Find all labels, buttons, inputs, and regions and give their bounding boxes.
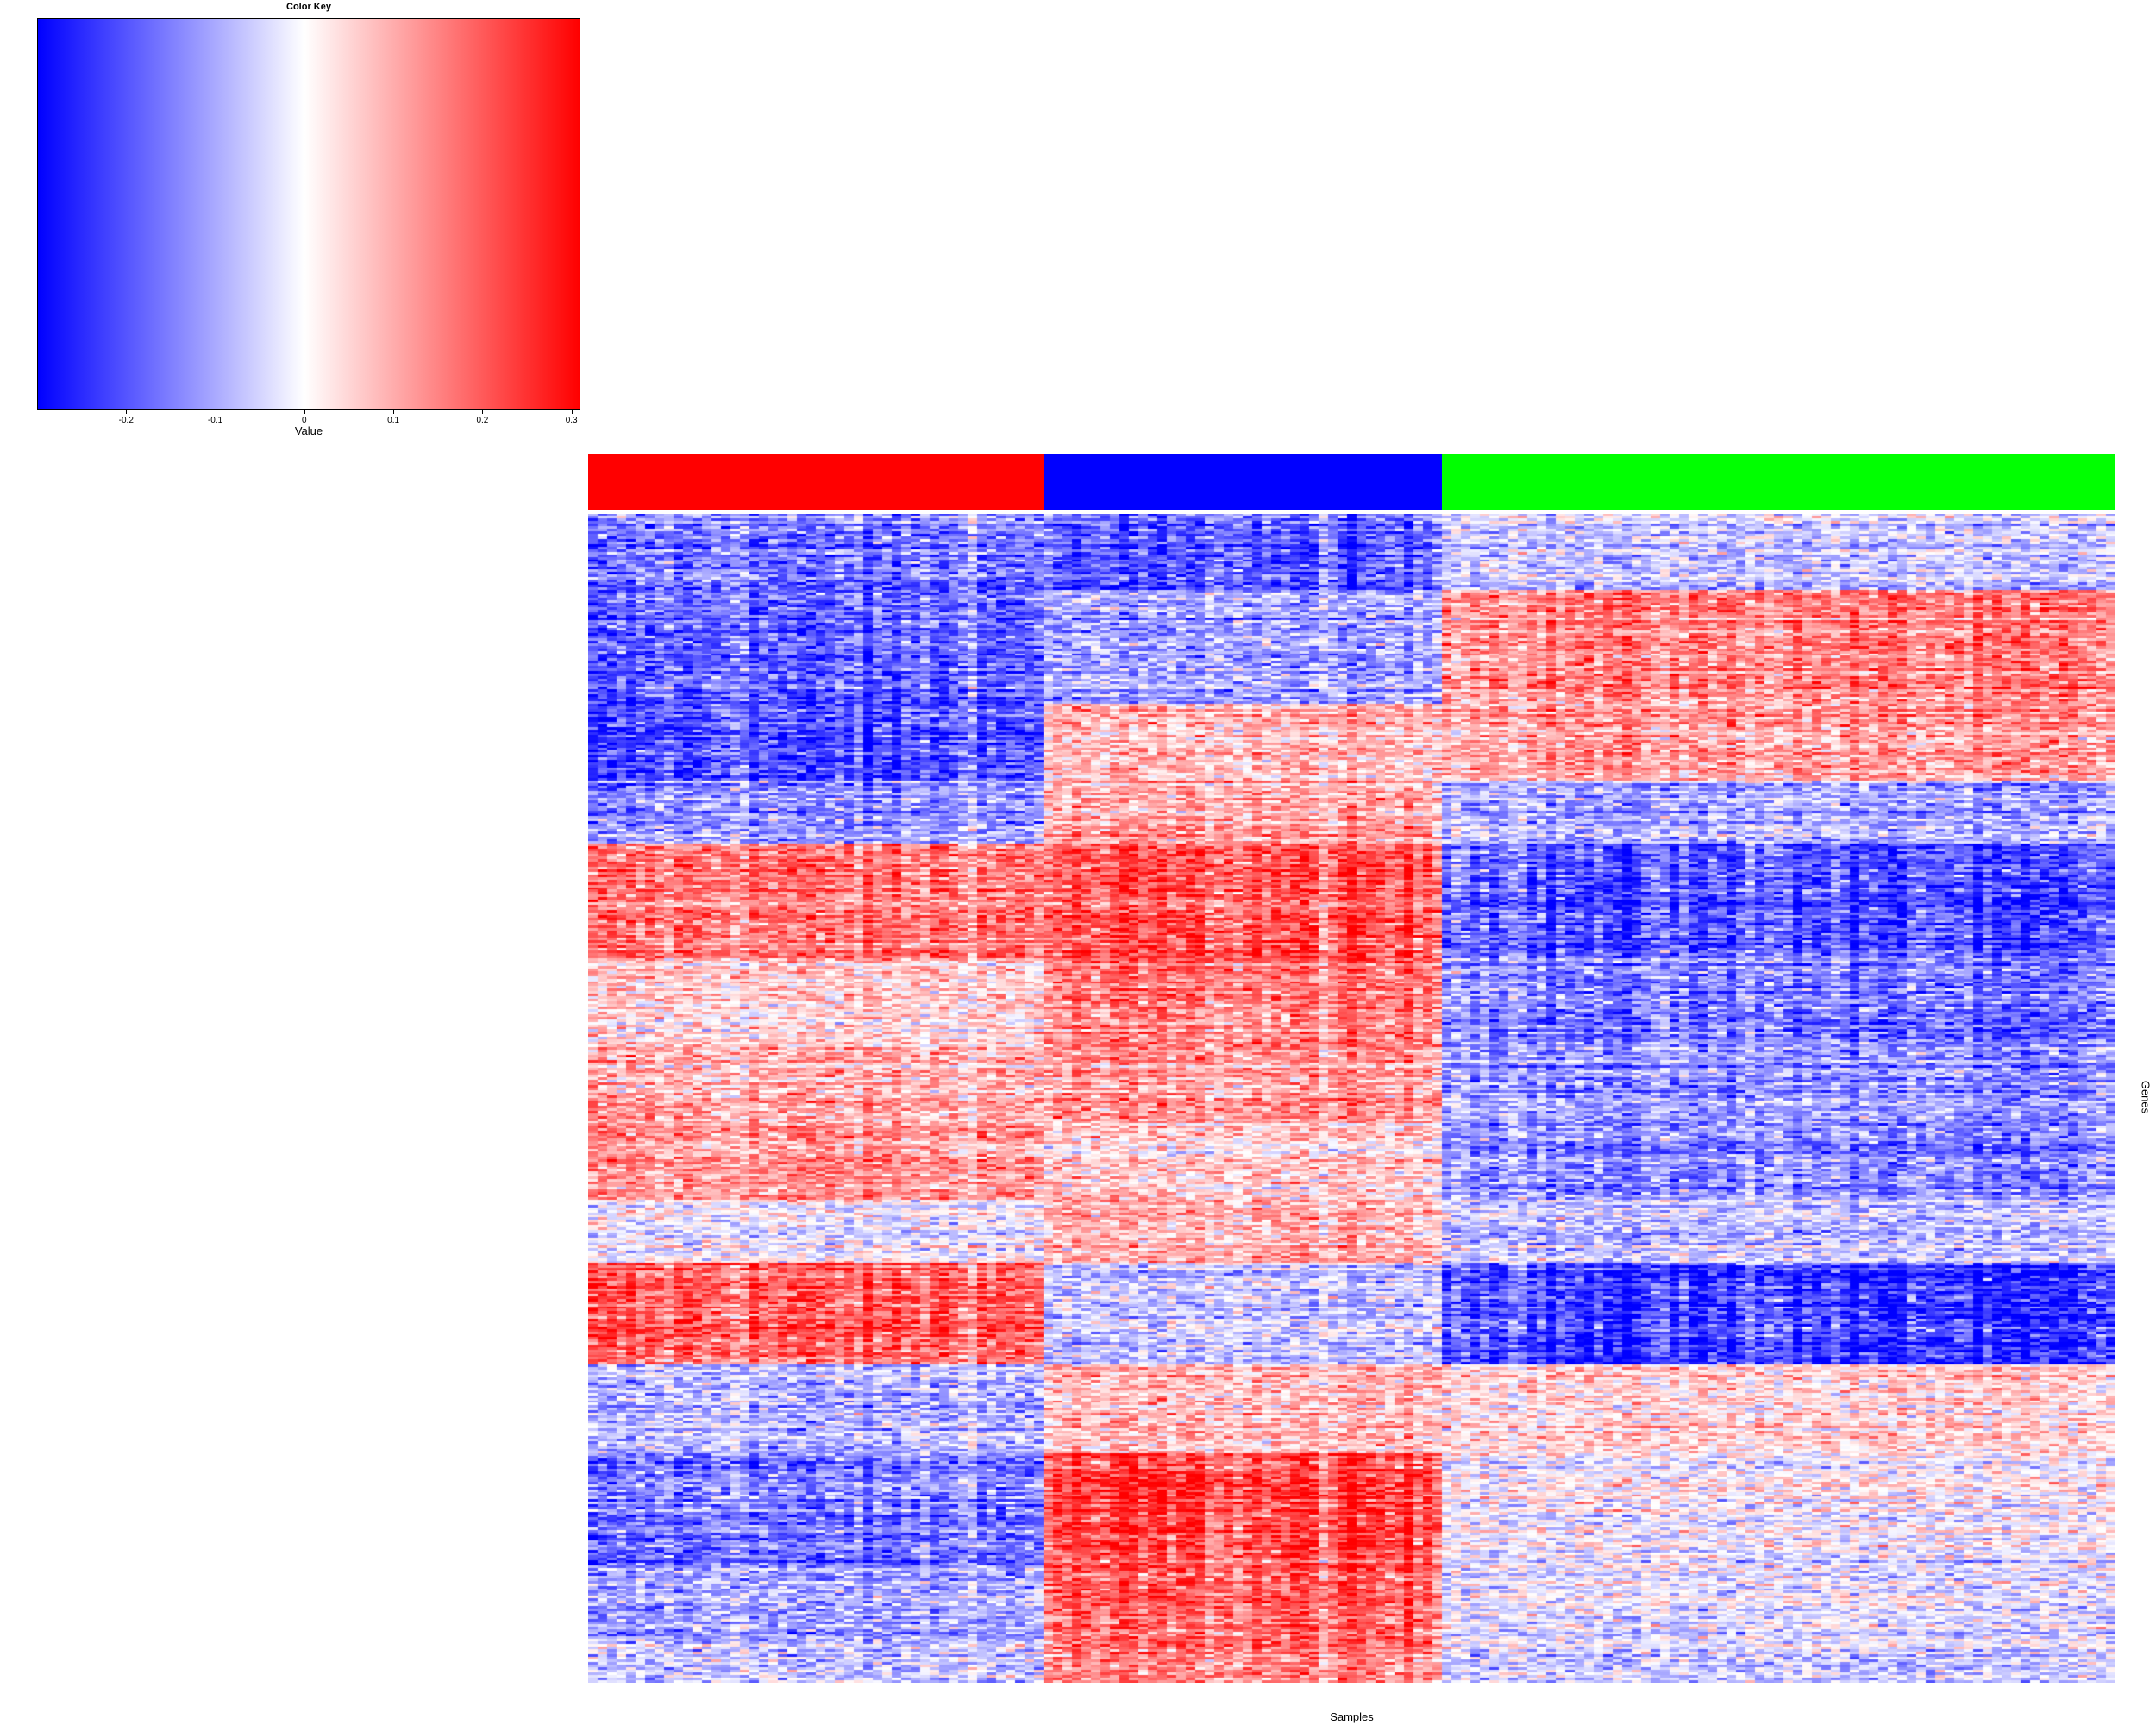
x-axis-label: Samples — [1330, 1710, 1374, 1723]
color-key-tick-label: -0.1 — [207, 416, 223, 425]
color-key-gradient — [37, 18, 580, 410]
color-key-tick-mark — [304, 409, 305, 414]
color-key-tick-label: 0 — [302, 416, 307, 425]
sample-group-segment — [588, 454, 1044, 510]
color-key-tick-mark — [571, 409, 573, 414]
y-axis-label: Genes — [2139, 1080, 2153, 1114]
color-key-title: Color Key — [286, 2, 331, 12]
color-key-tick-mark — [393, 409, 395, 414]
color-key-tick-mark — [482, 409, 484, 414]
color-key-tick-label: 0.1 — [387, 416, 400, 425]
color-key-tick-mark — [126, 409, 128, 414]
sample-group-segment — [1044, 454, 1442, 510]
heatmap-grid — [588, 514, 2115, 1683]
sample-group-bar — [588, 454, 2115, 510]
sample-group-segment — [1442, 454, 2115, 510]
color-key-tick-label: -0.2 — [118, 416, 134, 425]
color-key-xlabel: Value — [294, 424, 323, 437]
color-key-tick-label: 0.3 — [565, 416, 578, 425]
color-key-tick-label: 0.2 — [476, 416, 489, 425]
